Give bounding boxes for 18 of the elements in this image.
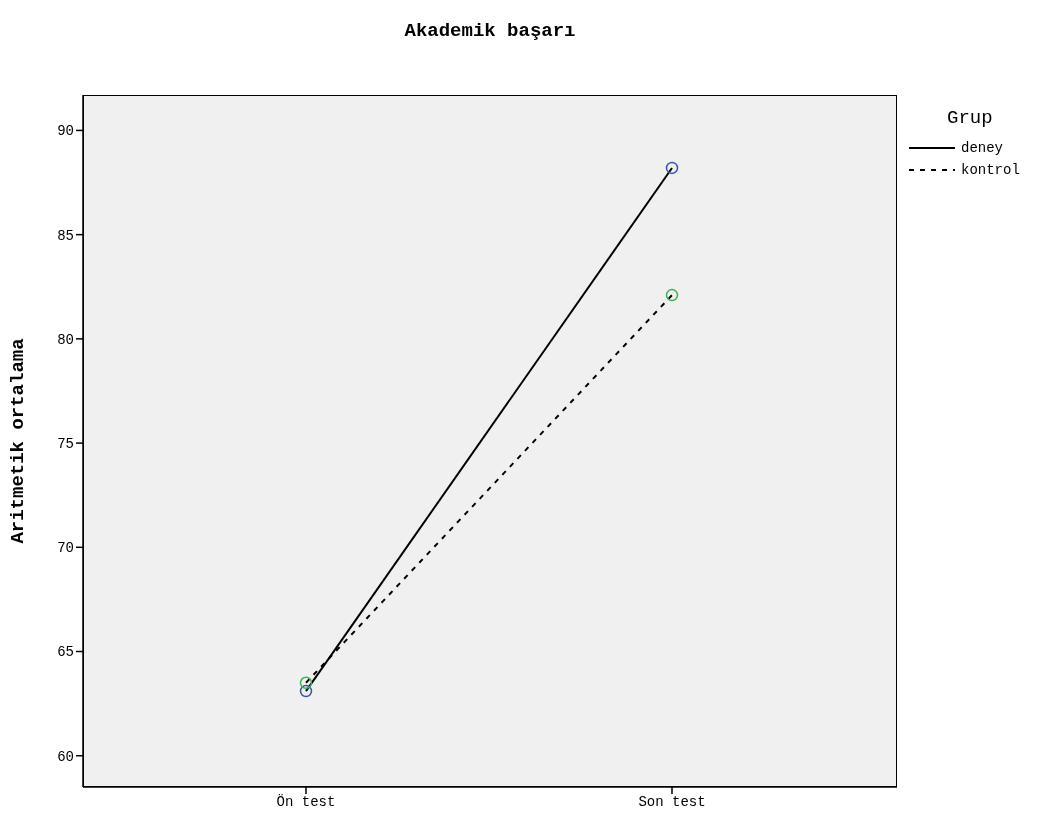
y-tick-label: 75 — [57, 436, 74, 453]
point — [665, 161, 679, 175]
y-tick-label: 80 — [57, 331, 74, 348]
point — [665, 288, 679, 302]
x-tick-label: Son test — [638, 793, 706, 810]
legend-label: kontrol — [961, 162, 1020, 178]
chart-title: Akademik başarı — [403, 20, 577, 42]
point — [299, 684, 313, 698]
x-tick-label: Ön test — [276, 792, 336, 810]
y-tick-label: 60 — [57, 748, 74, 765]
y-tick-label: 85 — [57, 227, 74, 244]
legend-title: Grup — [947, 107, 994, 129]
y-axis-title: Aritmetik ortalama — [6, 338, 29, 544]
y-tick-label: 65 — [57, 644, 74, 661]
legend-label: deney — [961, 140, 1004, 156]
y-tick-label: 90 — [57, 123, 74, 140]
point — [299, 676, 313, 690]
y-tick-label: 70 — [57, 540, 74, 557]
